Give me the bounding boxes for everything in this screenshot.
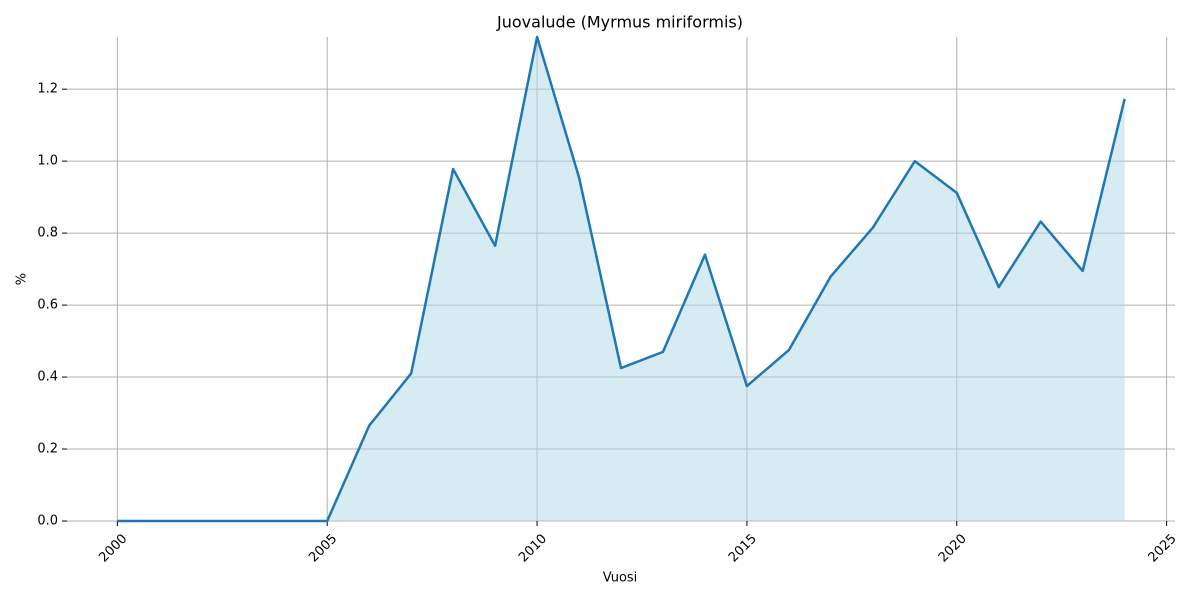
area: [117, 37, 1125, 521]
x-tick-label: 2025: [1146, 531, 1180, 565]
x-tick-label: 2000: [96, 531, 130, 565]
x-tick-label: 2005: [306, 531, 340, 565]
y-axis-label: %: [15, 273, 30, 285]
x-tick-label: 2015: [726, 531, 760, 565]
line: [117, 35, 1126, 523]
y-tick-label: 0.4: [37, 370, 58, 385]
x-tick-label: 2010: [516, 531, 550, 565]
x-axis-label: Vuosi: [603, 571, 638, 586]
y-tick-label: 0.2: [37, 442, 58, 457]
chart-title: Juovalude (Myrmus miriformis): [496, 13, 743, 32]
y-tick-label: 1.2: [37, 82, 58, 97]
y-tick-label: 0.8: [37, 226, 58, 241]
y-tick-label: 1.0: [37, 154, 58, 169]
y-tick-label: 0.0: [37, 514, 58, 529]
y-tick-label: 0.6: [37, 298, 58, 313]
x-tick-label: 2020: [936, 531, 970, 565]
